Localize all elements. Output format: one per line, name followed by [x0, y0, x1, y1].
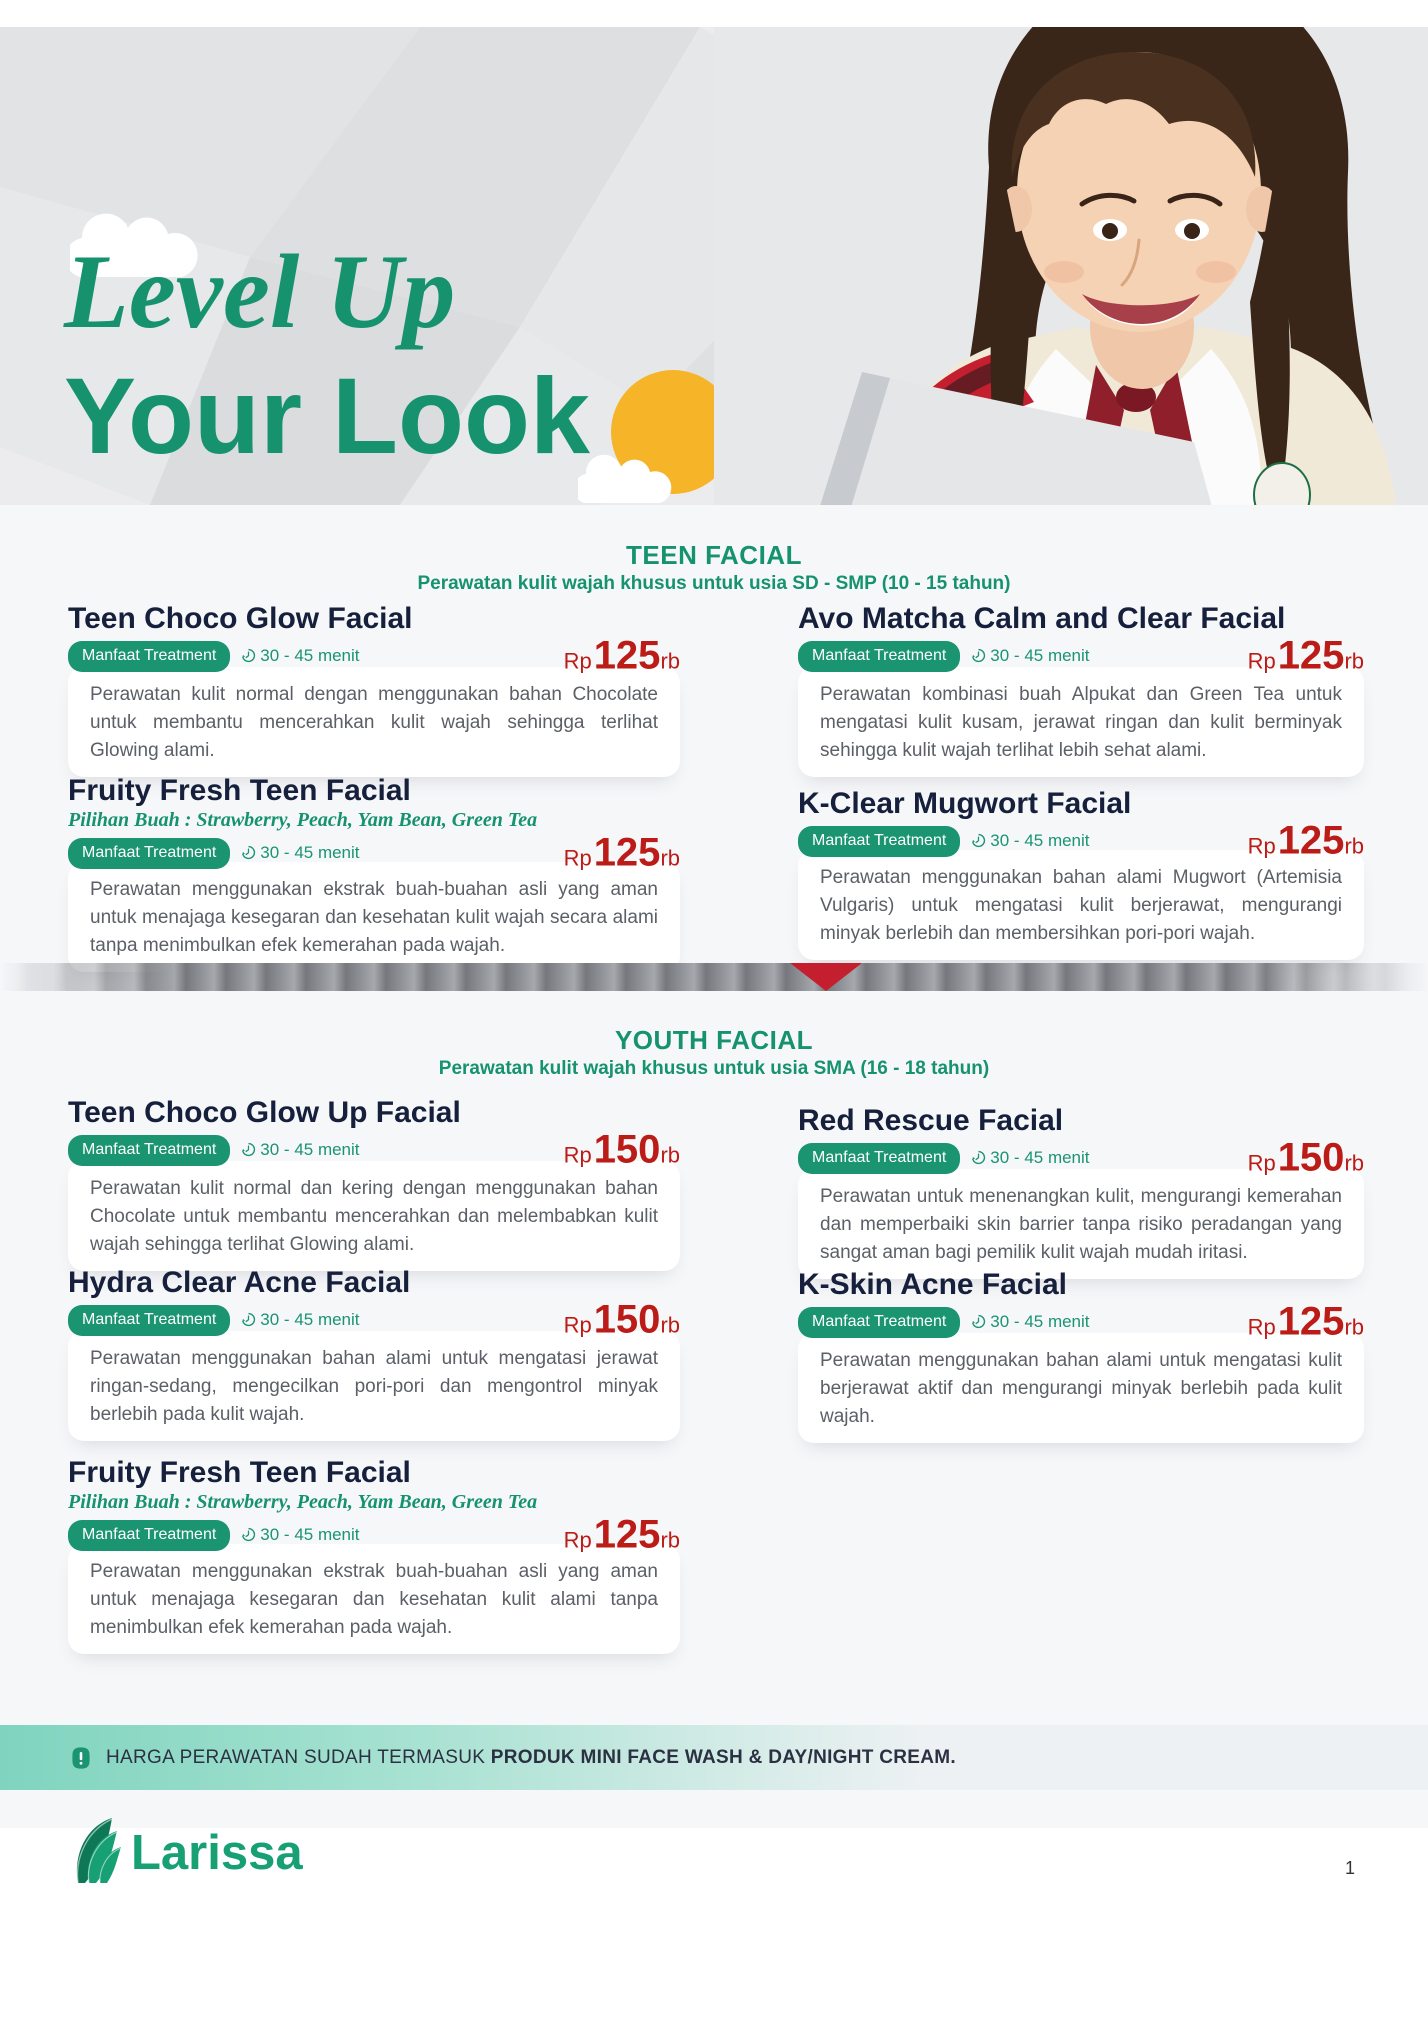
svg-text:Larissa: Larissa — [131, 1826, 303, 1880]
